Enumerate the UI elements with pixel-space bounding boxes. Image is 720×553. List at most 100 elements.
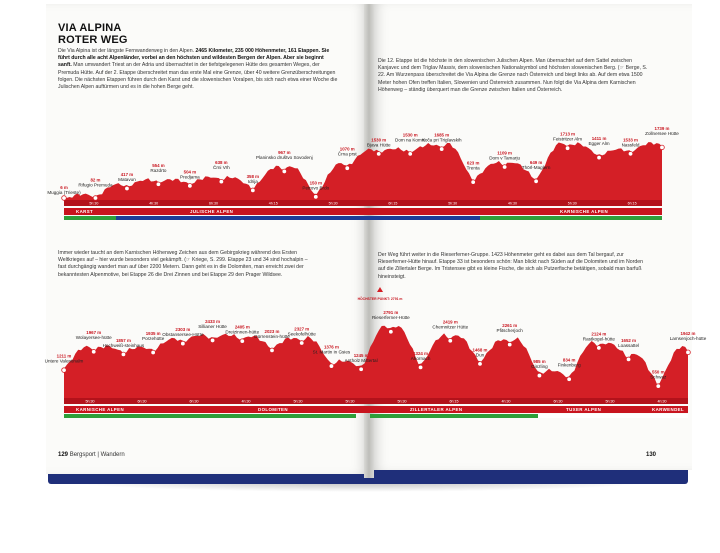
stage-time-label: 4h:30 [508,201,517,205]
station-name: Lamsenjoch-hütte [670,336,707,341]
country-strip [480,216,662,220]
station-elevation: 2327 m [294,326,309,331]
station-marker [566,376,572,382]
profile-bottom: 5h:30 6h:30 6h:30 4h:30 5h:30 5h:30 5h:30 6h:15… [45,287,707,418]
station-marker [417,364,424,371]
station-marker [507,341,513,348]
region-label: ZILLERTALER ALPEN [410,407,462,412]
station-elevation: 6 m [60,185,68,190]
station-marker [120,351,127,358]
station-name: Razdrto [150,168,167,173]
left-middle-paragraph: Immer wieder taucht an dem Karnischen Hö… [58,250,308,278]
station-marker [92,195,99,201]
station-name: Rastkogel-hütte [583,336,616,341]
station-name: St. Martin in Gsies [313,350,351,355]
stage-time-label: 4h:15 [269,201,278,205]
station-marker [269,347,275,354]
station-elevation: 550 m [652,370,665,375]
station-elevation: 1109 m [497,150,512,155]
station-elevation: 358 m [247,174,260,179]
station-elevation: 1376 m [324,345,339,350]
station-name: Petrovo Brdo [302,185,329,190]
station-elevation: 1652 m [621,338,636,343]
stage-time-label: 5h:30 [448,201,457,205]
stage-time-label: 6h:30 [209,201,218,205]
station-name: Dom na Komni [395,137,425,142]
stage-time-label: 4h:30 [242,399,251,403]
station-name: Nassfeld [622,142,640,147]
station-elevation: 623 m [467,161,480,166]
station-marker [299,340,305,346]
stage-time-label: 6h:30 [190,399,199,403]
stage-time-label: 5h:30 [294,399,303,403]
station-elevation: 1468 m [473,347,488,352]
footer-section: Bergsport | Wandern [69,452,125,458]
station-marker [328,363,335,369]
right-middle-paragraph: Der Weg führt weiter in die Rieserferner… [378,252,644,280]
station-name: Egger Alm [588,141,609,146]
stage-time-label: 5h:30 [86,399,95,403]
station-name: Trenta [467,166,481,171]
station-name: Seekofelhütte [288,331,317,336]
elevation-area [64,142,662,200]
station-marker [281,168,288,175]
station-elevation: 2433 m [205,319,220,324]
station-marker [685,349,691,356]
left-footer: 129 Bergsport | Wandern [58,452,125,458]
region-label: KARST [76,209,93,214]
station-name: Wolayersee-hütte [76,335,112,340]
station-name: Rieserferner-Hütte [372,315,410,320]
station-name: Zollnersee Hütte [645,131,679,136]
station-elevation: 82 m [90,177,100,182]
station-name: Sillianer Hütte [198,324,227,329]
station-elevation: 1533 m [623,137,638,142]
station-elevation: 967 m [278,150,291,155]
stage-time-label: 5h:30 [568,201,577,205]
station-marker [470,179,476,185]
country-strip [64,216,116,220]
book-gutter [364,4,374,478]
station-marker [625,356,632,363]
station-marker [61,367,67,373]
station-elevation: 504 m [184,169,197,174]
station-name: Pfitscherjoch [497,328,524,333]
country-strip [370,414,538,418]
time-band [64,398,688,404]
station-name: Dürrenstein-hütte [254,334,290,339]
station-elevation: 834 m [563,358,576,363]
station-marker [536,372,543,379]
station-marker [596,154,602,161]
station-elevation: 2791 m [383,310,398,315]
stage-time-label: 5h:30 [398,399,407,403]
region-bar [64,208,662,215]
region-label: JULISCHE ALPEN [190,209,233,214]
station-elevation: 2419 m [443,319,458,324]
station-elevation: 554 m [152,163,165,168]
station-marker [358,366,364,372]
station-marker [313,194,319,200]
station-elevation: 2261 m [502,323,517,328]
stage-time-label: 6h:15 [450,399,459,403]
stage-time-label: 6h:30 [138,399,147,403]
stage-time-label: 5h:30 [346,399,355,403]
stage-time-label: 6h:15 [388,201,397,205]
station-marker [447,338,453,344]
station-marker [501,164,508,170]
station-elevation: 1324 m [413,351,428,356]
region-label: KARNISCHE ALPEN [560,209,608,214]
station-name: Predjama [180,174,200,179]
station-elevation: 2405 m [235,325,250,330]
station-elevation: 2303 m [175,327,190,332]
station-name: Muggia (Trieste) [47,190,81,195]
region-bar [64,406,688,413]
station-name: Bjava Hütte [367,142,391,147]
station-name: Dun [476,352,485,357]
station-name: Chemnitzer Hütte [432,324,468,329]
station-name: Untere Valentinalm [45,359,84,364]
intro-paragraph: Die Via Alpina ist der längste Fernwande… [58,48,338,91]
station-elevation: 1070 m [340,147,355,152]
station-elevation: 2124 m [591,331,606,336]
station-elevation: 1211 m [57,354,72,359]
station-name: Thörl-Maglern [522,165,551,170]
station-marker [218,178,225,185]
